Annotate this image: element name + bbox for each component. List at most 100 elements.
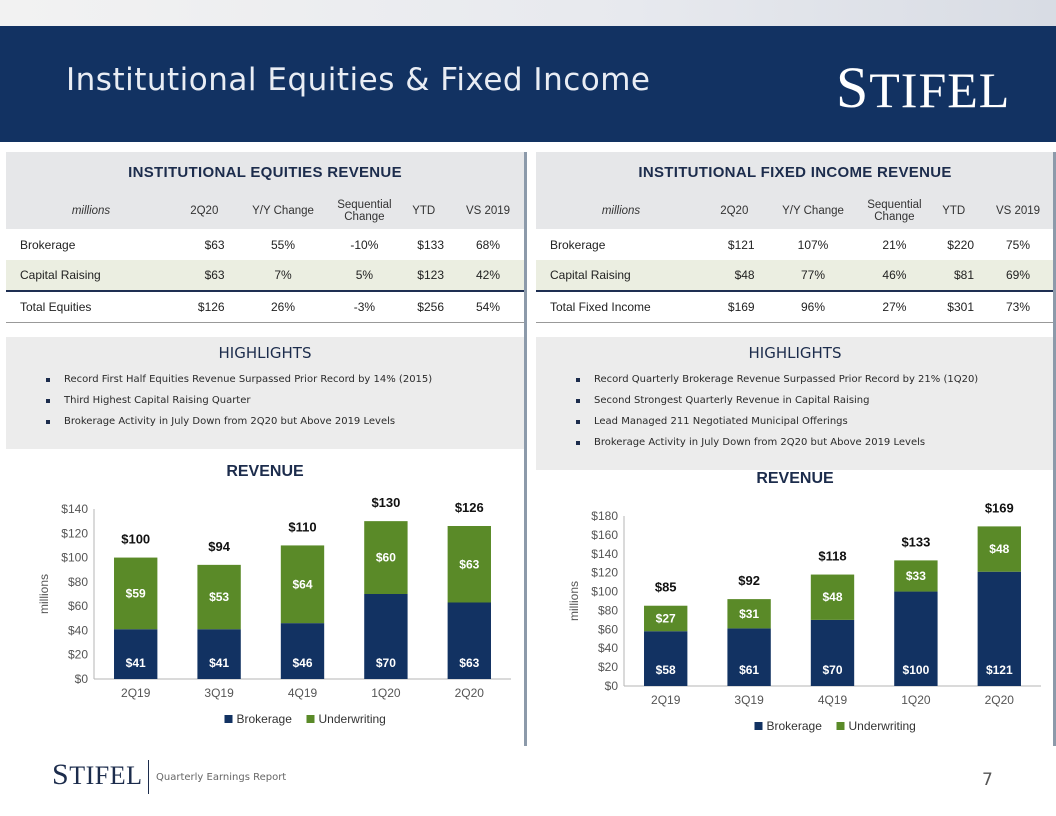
cell-ytd: $220 xyxy=(947,237,974,252)
y-tick-label: $140 xyxy=(591,546,618,560)
x-tick-label: 2Q20 xyxy=(455,686,485,700)
cell-yoy: 107% xyxy=(797,237,829,252)
cell-vs: 73% xyxy=(982,290,1054,323)
x-tick-label: 4Q19 xyxy=(288,686,318,700)
bar-value-label: $60 xyxy=(376,550,396,564)
legend-label: Underwriting xyxy=(319,712,386,726)
bar-brokerage xyxy=(810,619,855,686)
list-item: Record First Half Equities Revenue Surpa… xyxy=(46,374,524,385)
cell-seq: 5% xyxy=(333,260,396,291)
header-bar: Institutional Equities & Fixed Income ST… xyxy=(0,26,1056,142)
equities-revenue-chart: $0 $20 $40 $60 $80 $100 $120 $140 millions $41 $59… xyxy=(37,495,511,726)
footer-text: Quarterly Earnings Report xyxy=(156,772,287,783)
row-label: Total Equities xyxy=(6,290,176,323)
row-label: Capital Raising xyxy=(6,260,176,291)
cell-vs: 75% xyxy=(1005,237,1031,252)
bar-underwriting xyxy=(280,544,325,623)
y-tick-label: $60 xyxy=(598,622,618,636)
highlight-text: Third Highest Capital Raising Quarter xyxy=(64,394,251,406)
fixed-income-panel: INSTITUTIONAL FIXED INCOME REVENUE milli… xyxy=(536,152,1054,738)
table-row: Capital Raising $63 7% 5% $123 42% xyxy=(6,260,524,291)
list-item: Second Strongest Quarterly Revenue in Ca… xyxy=(576,395,1054,406)
bar-value-label: $121 xyxy=(986,663,1013,677)
bar-value-label: $70 xyxy=(376,656,396,670)
bullet-icon xyxy=(46,398,50,403)
table-row-total: Total Equities $126 26% -3% $256 54% xyxy=(6,290,524,323)
table-header-row: millions 2Q20 Y/Y Change Sequential Chan… xyxy=(536,192,1054,229)
y-tick-label: $20 xyxy=(598,660,618,674)
cell-quarter: $63 xyxy=(204,237,225,252)
equities-panel: INSTITUTIONAL EQUITIES REVENUE millions … xyxy=(6,152,524,731)
y-tick-label: $80 xyxy=(68,574,88,588)
bar-underwriting xyxy=(727,598,771,628)
stifel-logo: STIFEL xyxy=(836,55,1011,120)
cell-ytd: $81 xyxy=(925,260,982,291)
bar-total-label: $110 xyxy=(288,519,316,534)
y-tick-label: $60 xyxy=(68,599,88,613)
list-item: Lead Managed 211 Negotiated Municipal Of… xyxy=(576,416,1054,427)
top-strip xyxy=(0,0,1056,26)
legend-swatch xyxy=(306,714,315,723)
x-tick-label: 2Q19 xyxy=(121,686,151,700)
cell-vs: 68% xyxy=(475,237,501,252)
list-item: Third Highest Capital Raising Quarter xyxy=(46,395,524,406)
table-row: Capital Raising $48 77% 46% $81 69% xyxy=(536,260,1054,291)
highlights-title: HIGHLIGHTS xyxy=(748,343,842,362)
bar-underwriting xyxy=(894,559,938,592)
y-tick-label: $160 xyxy=(591,527,618,541)
legend-label: Brokerage xyxy=(237,712,293,726)
row-label: Brokerage xyxy=(20,237,76,252)
cell-vs: 42% xyxy=(452,260,524,291)
col-header: millions xyxy=(536,192,706,229)
cell-yoy: 26% xyxy=(232,290,334,323)
y-tick-label: $120 xyxy=(61,526,88,540)
highlights-list: Record Quarterly Brokerage Revenue Surpa… xyxy=(536,374,1054,448)
cell-vs: 54% xyxy=(452,290,524,323)
equities-revenue-title: REVENUE xyxy=(226,462,304,480)
table-header-row: millions 2Q20 Y/Y Change Sequential Chan… xyxy=(6,192,524,229)
cell-quarter: $126 xyxy=(176,290,233,323)
bar-value-label: $63 xyxy=(459,557,479,571)
list-item: Brokerage Activity in July Down from 2Q2… xyxy=(46,416,524,427)
fixed-income-highlights: HIGHLIGHTS Record Quarterly Brokerage Re… xyxy=(536,336,1054,470)
bar-total-label: $169 xyxy=(985,500,1014,515)
panel-divider xyxy=(524,152,527,746)
bar-value-label: $64 xyxy=(292,577,312,591)
col-header: YTD xyxy=(925,192,982,229)
x-tick-label: 1Q20 xyxy=(371,686,401,700)
bar-underwriting xyxy=(447,525,491,602)
equities-revenue-table: millions 2Q20 Y/Y Change Sequential Chan… xyxy=(6,192,524,323)
cell-seq: -3% xyxy=(333,290,396,323)
y-tick-label: $80 xyxy=(598,603,618,617)
bar-total-label: $92 xyxy=(738,573,760,588)
y-tick-label: $40 xyxy=(68,623,88,637)
table-row: Brokerage $121 107% 21% $220 75% xyxy=(536,229,1054,260)
col-header: VS 2019 xyxy=(982,192,1054,229)
page-title: Institutional Equities & Fixed Income xyxy=(66,62,651,98)
bar-value-label: $41 xyxy=(209,656,229,670)
bullet-icon xyxy=(576,398,580,403)
highlight-text: Lead Managed 211 Negotiated Municipal Of… xyxy=(594,415,848,427)
y-axis-label: millions xyxy=(567,580,581,620)
bar-value-label: $63 xyxy=(459,656,479,670)
fixed-income-revenue-title: REVENUE xyxy=(756,469,834,487)
x-tick-label: 2Q20 xyxy=(985,693,1015,707)
bar-value-label: $46 xyxy=(292,656,312,670)
bar-brokerage xyxy=(644,630,688,686)
row-label: Capital Raising xyxy=(536,260,706,291)
legend-swatch xyxy=(836,721,845,730)
bar-total-label: $126 xyxy=(455,500,484,515)
cell-quarter: $169 xyxy=(706,290,763,323)
y-tick-label: $20 xyxy=(68,647,88,661)
highlights-title: HIGHLIGHTS xyxy=(218,343,312,362)
col-header: Y/Y Change xyxy=(232,192,334,229)
x-tick-label: 1Q20 xyxy=(901,693,931,707)
highlight-text: Brokerage Activity in July Down from 2Q2… xyxy=(594,436,926,448)
cell-seq: 27% xyxy=(863,290,926,323)
col-header: YTD xyxy=(395,192,452,229)
bullet-icon xyxy=(576,440,580,445)
cell-seq: 21% xyxy=(882,237,907,252)
fixed-income-table-title: INSTITUTIONAL FIXED INCOME REVENUE xyxy=(536,152,1054,192)
bar-brokerage xyxy=(894,591,938,686)
panel-divider-right xyxy=(1053,152,1056,746)
